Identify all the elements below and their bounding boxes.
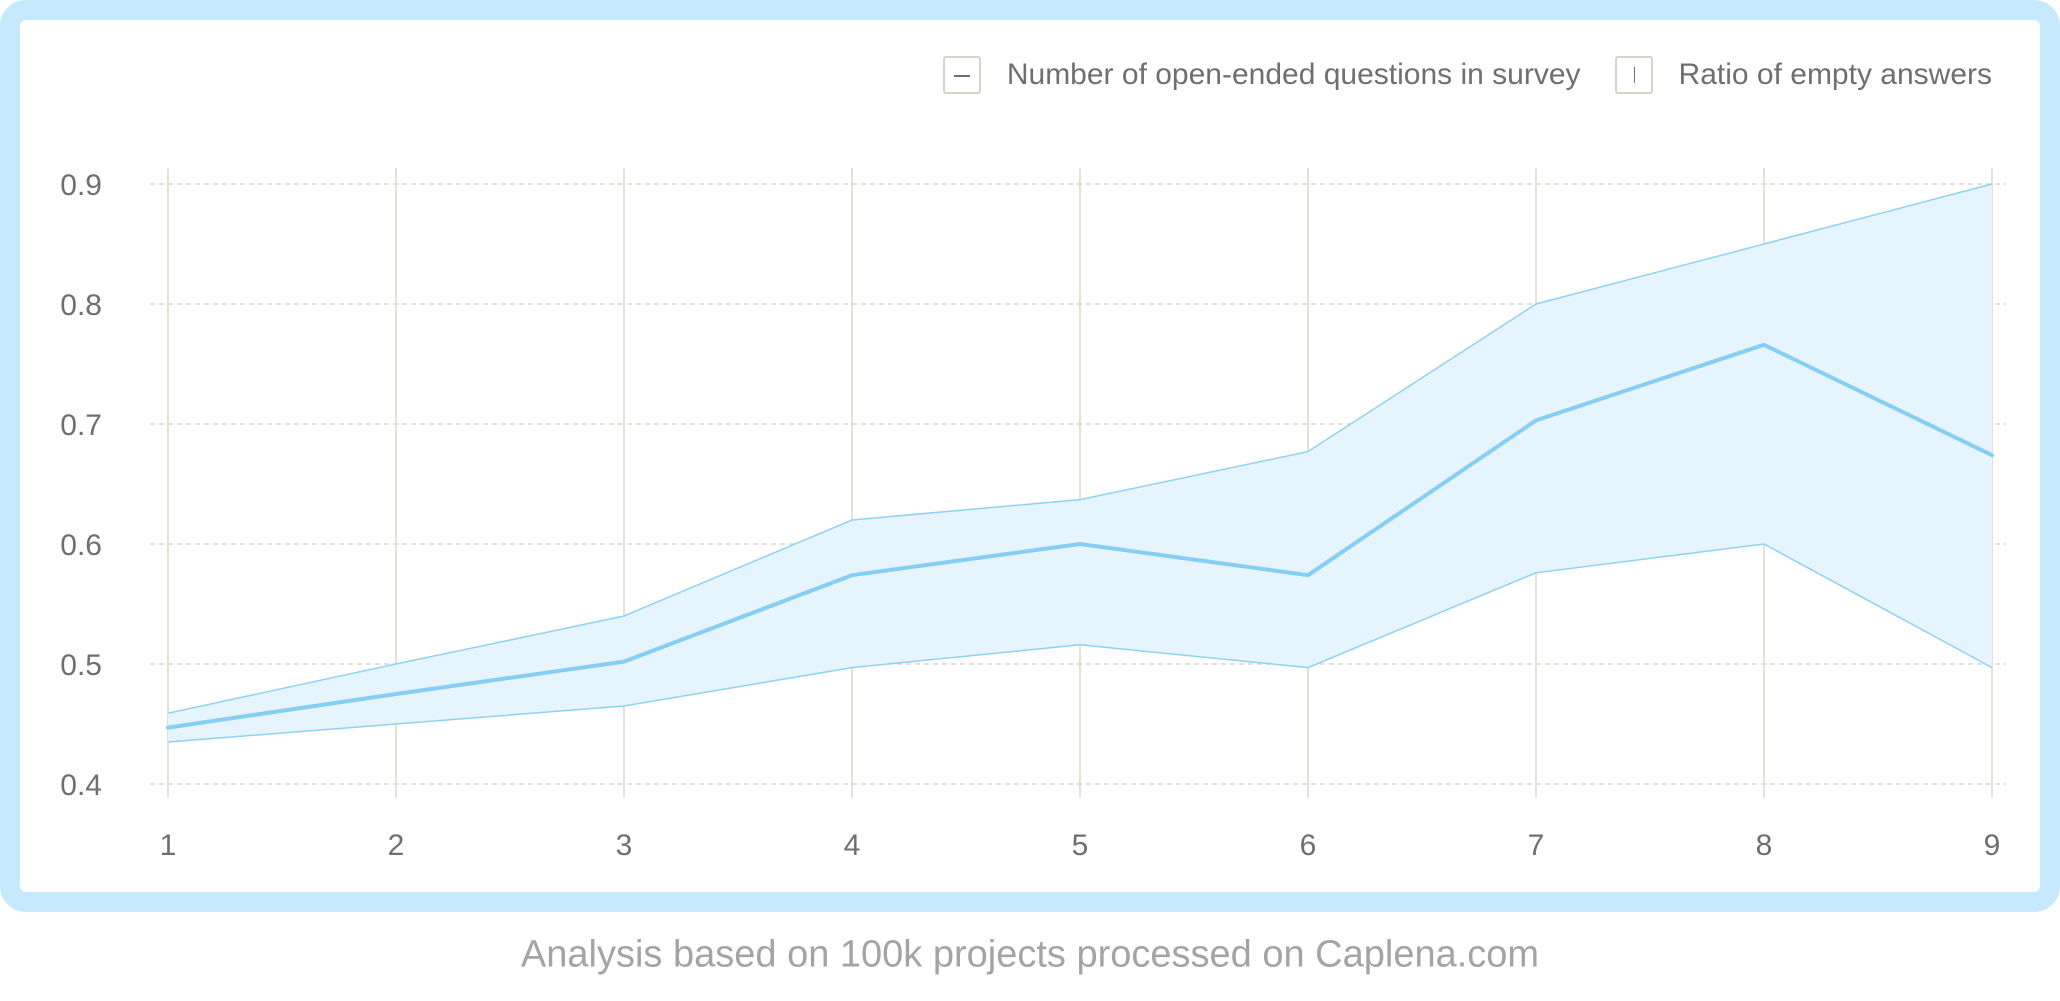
- x-tick-label-7: 7: [1528, 829, 1545, 862]
- legend-label-y-axis: Ratio of empty answers: [1678, 58, 1992, 91]
- legend-item-y-axis[interactable]: Ratio of empty answers: [1614, 56, 1992, 94]
- y-tick-label-4: 0.7: [60, 409, 102, 442]
- y-tick-label-5: 0.8: [60, 289, 102, 322]
- chart-caption: Analysis based on 100k projects processe…: [520, 933, 1540, 976]
- x-tick-label-4: 4: [844, 829, 861, 862]
- x-tick-label-6: 6: [1300, 829, 1317, 862]
- legend-label-x-axis: Number of open-ended questions in survey: [1006, 58, 1581, 91]
- y-tick-label-1: 0.4: [60, 769, 102, 802]
- x-tick-label-8: 8: [1756, 829, 1773, 862]
- x-tick-label-5: 5: [1072, 829, 1089, 862]
- y-tick-label-6: 0.9: [60, 169, 102, 202]
- x-tick-label-1: 1: [160, 829, 177, 862]
- x-tick-label-9: 9: [1984, 829, 2001, 862]
- vertical-line-icon: [1614, 56, 1653, 94]
- upper-bound-line: [167, 183, 1993, 714]
- x-tick-label-3: 3: [616, 829, 633, 862]
- y-tick-label-2: 0.5: [60, 649, 102, 682]
- line-chart: 0.4 0.5 0.6 0.7 0.8 0.9 1 2 3 4 5 6 7 8 9: [60, 168, 2006, 862]
- series-line-ratio-empty-answers: [166, 342, 1994, 730]
- y-tick-label-3: 0.6: [60, 529, 102, 562]
- x-tick-label-2: 2: [388, 829, 405, 862]
- confidence-band: [167, 183, 1993, 743]
- chart-legend: Number of open-ended questions in survey…: [942, 56, 1992, 94]
- series-lines: [166, 342, 1994, 730]
- lower-bound-line: [167, 543, 1993, 743]
- x-axis-tick-labels: 1 2 3 4 5 6 7 8 9: [160, 829, 2001, 862]
- y-axis-tick-labels: 0.4 0.5 0.6 0.7 0.8 0.9: [60, 169, 102, 802]
- legend-item-x-axis[interactable]: Number of open-ended questions in survey: [942, 56, 1581, 94]
- horizontal-line-icon: [942, 56, 981, 94]
- confidence-band-area: [168, 184, 1992, 742]
